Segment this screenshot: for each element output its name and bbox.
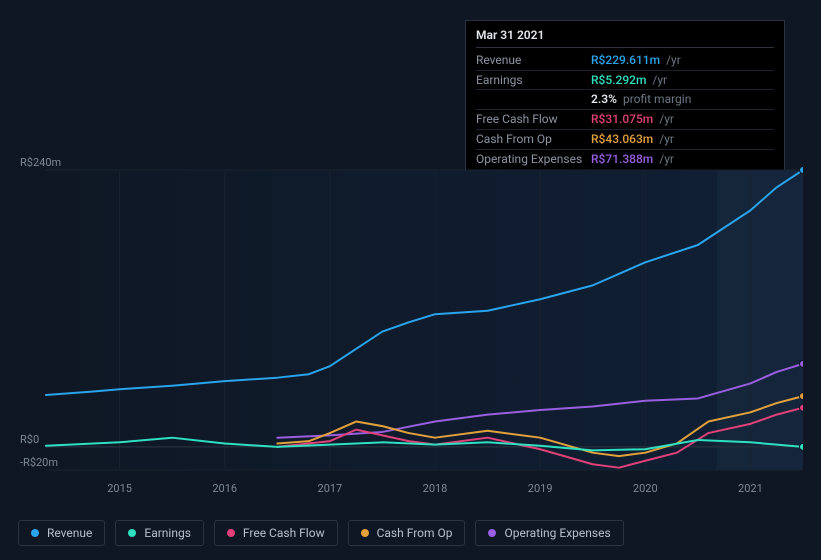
financials-chart: R$240m R$0 -R$20m <box>18 155 803 495</box>
legend-label: Earnings <box>144 526 191 540</box>
y-axis-label: -R$20m <box>20 456 58 469</box>
tooltip-row-value: R$31.075m <box>591 112 653 126</box>
tooltip-row-label: Revenue <box>476 52 591 69</box>
legend-dot <box>488 529 496 537</box>
legend-label: Cash From Op <box>377 526 453 540</box>
legend-label: Revenue <box>47 526 92 540</box>
legend-dot <box>128 529 136 537</box>
x-axis-label: 2018 <box>423 482 448 495</box>
x-axis-label: 2017 <box>318 482 343 495</box>
legend-item[interactable]: Operating Expenses <box>475 520 623 546</box>
x-axis-label: 2016 <box>212 482 237 495</box>
legend-dot <box>227 529 235 537</box>
tooltip-row-per: /yr <box>663 53 681 67</box>
legend-item[interactable]: Cash From Op <box>348 520 466 546</box>
x-axis-label: 2019 <box>528 482 553 495</box>
tooltip-row: Cash From OpR$43.063m /yr <box>476 130 774 150</box>
legend-item[interactable]: Earnings <box>115 520 204 546</box>
tooltip-row: 2.3% profit margin <box>476 90 774 110</box>
legend-label: Operating Expenses <box>504 526 610 540</box>
tooltip-row-per: /yr <box>649 73 667 87</box>
tooltip-profit-margin-value: 2.3% <box>591 92 617 106</box>
legend-dot <box>31 529 39 537</box>
tooltip-row: EarningsR$5.292m /yr <box>476 71 774 91</box>
tooltip-row: RevenueR$229.611m /yr <box>476 51 774 71</box>
tooltip-row-value: R$229.611m <box>591 53 660 67</box>
y-axis-label: R$240m <box>20 156 61 169</box>
x-axis-label: 2021 <box>738 482 763 495</box>
tooltip-row: Free Cash FlowR$31.075m /yr <box>476 110 774 130</box>
legend-label: Free Cash Flow <box>243 526 325 540</box>
x-axis-label: 2015 <box>107 482 132 495</box>
tooltip-row-label: Free Cash Flow <box>476 111 591 128</box>
chart-tooltip: Mar 31 2021 RevenueR$229.611m /yrEarning… <box>465 20 785 176</box>
x-axis-label: 2020 <box>633 482 658 495</box>
tooltip-row-value: R$43.063m <box>591 132 653 146</box>
tooltip-row-per: /yr <box>656 112 674 126</box>
chart-legend: Revenue Earnings Free Cash Flow Cash From O… <box>18 520 624 546</box>
legend-item[interactable]: Free Cash Flow <box>214 520 338 546</box>
tooltip-profit-margin-label: profit margin <box>620 92 691 106</box>
y-axis-label: R$0 <box>20 433 39 446</box>
tooltip-row-label: Earnings <box>476 72 591 89</box>
legend-dot <box>361 529 369 537</box>
tooltip-date: Mar 31 2021 <box>476 27 774 48</box>
chart-svg <box>18 155 803 495</box>
tooltip-row-label: Cash From Op <box>476 131 591 148</box>
tooltip-row-per: /yr <box>656 132 674 146</box>
legend-item[interactable]: Revenue <box>18 520 105 546</box>
tooltip-row-value: R$5.292m <box>591 73 646 87</box>
